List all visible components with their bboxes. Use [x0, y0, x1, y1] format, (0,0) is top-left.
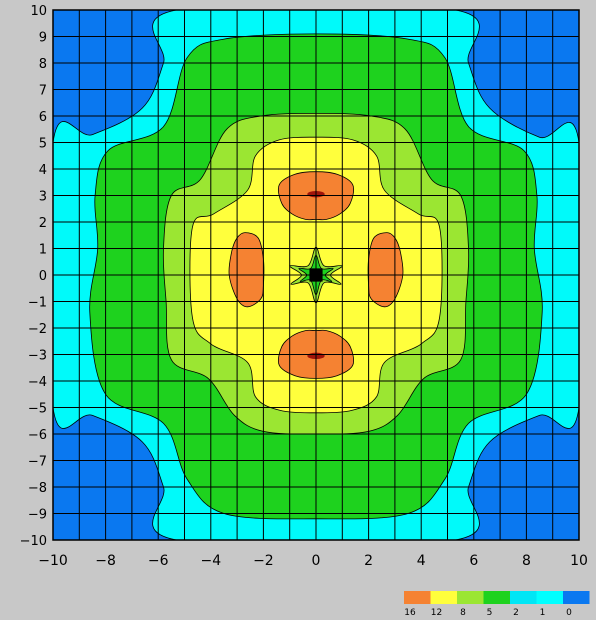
x-tick-label: −4 [200, 553, 221, 569]
legend-swatch [483, 591, 510, 604]
x-tick-label: −8 [95, 553, 116, 569]
y-tick-label: −5 [28, 402, 47, 417]
y-tick-label: −9 [28, 508, 47, 523]
y-tick-label: −2 [28, 322, 47, 337]
x-tick-label: −6 [148, 553, 169, 569]
y-tick-label: 1 [39, 243, 47, 258]
y-tick-label: 8 [39, 57, 47, 72]
x-tick-label: 6 [469, 553, 478, 569]
y-tick-label: −1 [28, 296, 47, 311]
y-tick-label: −8 [28, 481, 47, 496]
legend-label: 8 [460, 608, 466, 618]
x-tick-label: −2 [253, 553, 274, 569]
legend-swatch [457, 591, 484, 604]
y-tick-label: −6 [28, 428, 47, 443]
x-tick-label: 8 [522, 553, 531, 569]
grid-lines [53, 10, 579, 540]
legend-swatch [510, 591, 537, 604]
y-tick-label: −10 [20, 534, 47, 549]
contour-region-12-16-7 [228, 232, 265, 308]
x-tick-label: 2 [364, 553, 373, 569]
y-tick-label: 9 [39, 31, 47, 46]
y-tick-label: 6 [39, 110, 47, 125]
y-tick-label: 0 [39, 269, 47, 284]
plot-frame [52, 9, 580, 541]
legend-swatch [430, 591, 457, 604]
legend: 16 12 8 5 2 1 0 [404, 591, 590, 618]
x-tick-label: 0 [312, 553, 321, 569]
y-tick-label: −4 [28, 375, 47, 390]
legend-swatch [404, 591, 431, 604]
y-tick-label: 4 [39, 163, 47, 178]
x-tick-label: 10 [570, 553, 588, 569]
y-tick-label: 2 [39, 216, 47, 231]
y-tick-label: 3 [39, 190, 47, 205]
legend-label: 0 [566, 608, 572, 618]
x-axis: −10 −8 −6 −4 −2 0 2 4 6 8 10 [38, 553, 588, 569]
y-tick-label: 7 [39, 84, 47, 99]
y-tick-label: −3 [28, 349, 47, 364]
y-tick-label: −7 [28, 455, 47, 470]
legend-swatch [563, 591, 590, 604]
y-tick-label: 5 [39, 137, 47, 152]
legend-label: 2 [513, 608, 519, 618]
y-tick-label: 10 [30, 4, 47, 19]
legend-label: 12 [431, 608, 442, 618]
legend-label: 16 [404, 608, 416, 618]
legend-label: 5 [487, 608, 493, 618]
contour-region-12-16-8 [367, 232, 404, 308]
legend-swatch [536, 591, 563, 604]
x-tick-label: −10 [38, 553, 68, 569]
x-tick-label: 4 [417, 553, 426, 569]
legend-label: 1 [540, 608, 546, 618]
